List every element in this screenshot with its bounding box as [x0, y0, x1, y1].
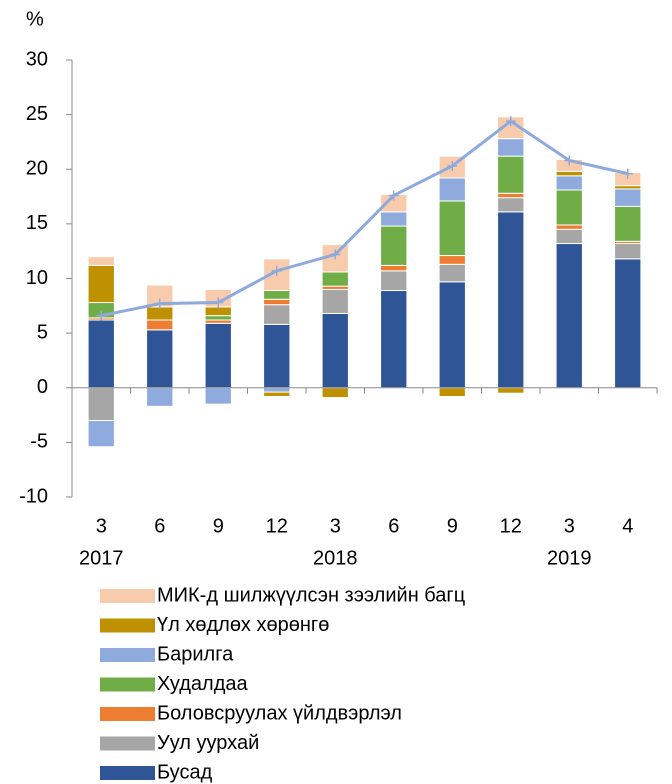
y-tick-label: 20 [26, 158, 48, 180]
bar-segment [497, 211, 525, 389]
x-tick-label: 3 [330, 515, 341, 537]
bar-segment [146, 319, 174, 331]
bar-segment [263, 298, 291, 306]
legend-swatch [100, 589, 155, 603]
y-tick-label: 15 [26, 212, 48, 234]
bar-segment [380, 225, 408, 266]
y-tick-label: 30 [26, 48, 48, 70]
x-tick-label: 4 [622, 515, 633, 537]
bar-segment [438, 387, 466, 397]
x-tick-label: 12 [500, 515, 522, 537]
bar-segment [146, 329, 174, 389]
legend-swatch [100, 707, 155, 721]
bar-segment [614, 188, 642, 207]
bar-segment [438, 177, 466, 202]
legend-swatch [100, 766, 155, 780]
bar-segment [614, 205, 642, 242]
year-label: 2017 [79, 547, 124, 569]
legend-label: МИК-д шилжүүлсэн зээлийн багц [157, 584, 465, 606]
bar-segment [497, 192, 525, 199]
line-marker [154, 298, 165, 309]
y-tick-label: 5 [37, 321, 48, 343]
bar-segment [555, 228, 583, 245]
bar-segment [555, 175, 583, 191]
bar-segment [146, 387, 174, 407]
legend-label: Барилга [157, 643, 234, 665]
bar-segment [380, 211, 408, 227]
bar-segment [497, 197, 525, 213]
x-tick-label: 9 [447, 515, 458, 537]
bar-segment [555, 170, 583, 177]
bar-segment [555, 224, 583, 230]
line-marker [447, 160, 458, 171]
y-axis-label: % [26, 8, 44, 30]
bar-segment [497, 155, 525, 194]
legend-label: Үл хөдлөх хөрөнгө [157, 614, 329, 636]
line-marker [213, 297, 224, 308]
bar-segment [87, 264, 115, 304]
bar-segment [438, 255, 466, 265]
legend-label: Уул уурхай [157, 732, 259, 754]
bar-segment [263, 304, 291, 325]
y-tick-label: 10 [26, 267, 48, 289]
line-marker [96, 310, 107, 321]
line-marker [505, 116, 516, 127]
y-tick-label: 25 [26, 103, 48, 125]
bar-segment [555, 189, 583, 226]
legend-label: Бусад [157, 761, 213, 783]
legend-swatch [100, 648, 155, 662]
legend-swatch [100, 677, 155, 692]
bar-segment [87, 256, 115, 266]
x-tick-label: 12 [266, 515, 288, 537]
bar-segment [204, 387, 232, 405]
bar-segment [263, 290, 291, 300]
bar-segment [263, 387, 291, 393]
bar-segment [204, 315, 232, 321]
line-marker [330, 249, 341, 260]
x-tick-label: 3 [96, 515, 107, 537]
line [100, 119, 629, 318]
y-tick-label: 0 [37, 376, 48, 398]
bar-segment [321, 312, 349, 389]
bar-segment [146, 306, 174, 321]
line-marker [271, 265, 282, 276]
bar-segment [438, 281, 466, 389]
bar-segment [204, 322, 232, 389]
bar-segment [380, 270, 408, 292]
line-marker [622, 168, 633, 179]
legend-swatch [100, 618, 155, 633]
bar-segment [497, 387, 525, 394]
bar-segment [614, 258, 642, 389]
bar-segment [438, 200, 466, 257]
bar-segment [263, 323, 291, 389]
year-label: 2019 [547, 547, 592, 569]
bar-segment [87, 387, 115, 422]
bar-segment [380, 290, 408, 389]
x-tick-label: 6 [154, 515, 165, 537]
bar-segment [614, 243, 642, 260]
bar-segment [380, 264, 408, 272]
legend-label: Худалдаа [157, 673, 248, 695]
line-marker [564, 155, 575, 166]
x-tick-label: 3 [564, 515, 575, 537]
bar-segment [555, 243, 583, 389]
bar-segment [321, 387, 349, 399]
line-marker [388, 190, 399, 201]
legend-swatch [100, 736, 155, 751]
x-tick-label: 6 [388, 515, 399, 537]
legend-label: Боловсруулах үйлдвэрлэл [157, 702, 402, 724]
bar-segment [321, 288, 349, 314]
bar-segment [321, 271, 349, 287]
bar-segment [263, 391, 291, 397]
bar-segment [204, 306, 232, 317]
x-tick-label: 9 [213, 515, 224, 537]
bar-segment [497, 138, 525, 157]
bar-segment [438, 263, 466, 283]
bar-segment [87, 319, 115, 389]
y-tick-label: -10 [19, 485, 48, 507]
y-tick-label: -5 [30, 431, 48, 453]
year-label: 2018 [313, 547, 358, 569]
bar-segment [87, 420, 115, 448]
